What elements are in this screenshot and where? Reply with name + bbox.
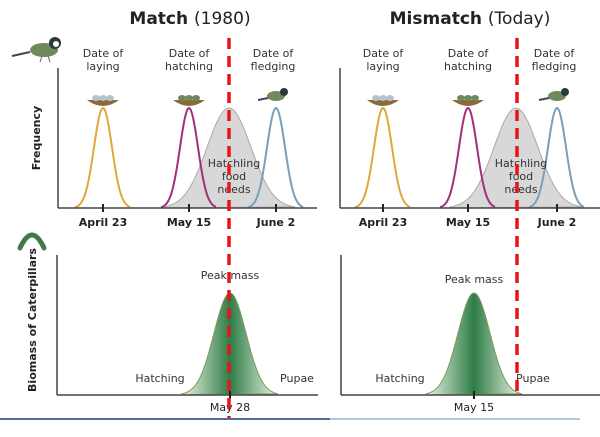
- label-laying-line: laying: [366, 60, 399, 73]
- laying-curve: [355, 106, 411, 208]
- nest-chicks-icon: [173, 100, 205, 106]
- label-hatching: Date of hatching: [165, 47, 213, 73]
- label-laying: Date of laying: [83, 47, 125, 73]
- tick-label: April 23: [359, 216, 408, 229]
- label-hatching-line: hatching: [444, 60, 492, 73]
- label-hatching: Hatching: [375, 372, 424, 385]
- label-hatching-line: Date of: [448, 47, 490, 60]
- nest-eggs-icon: [87, 100, 119, 106]
- fledging-curve: [248, 106, 304, 208]
- bird-tail: [538, 97, 550, 101]
- title-match-name: Match: [129, 9, 188, 29]
- bird-icon: [11, 37, 61, 63]
- tick-label: June 2: [537, 216, 577, 229]
- chick: [471, 95, 479, 101]
- label-laying-line: Date of: [83, 47, 125, 60]
- label-fledging-line: fledging: [251, 60, 296, 73]
- label-food-needs-line: food: [222, 170, 246, 183]
- bird-tail: [257, 97, 269, 101]
- egg: [372, 95, 380, 101]
- label-peak-mass: Peak mass: [445, 273, 504, 286]
- egg: [106, 95, 114, 101]
- label-food-needs: Hatchling food needs: [208, 157, 260, 196]
- bird-head: [280, 88, 288, 96]
- bird-head: [561, 88, 569, 96]
- fledging-curve: [529, 106, 585, 208]
- label-food-needs: Hatchling food needs: [495, 157, 547, 196]
- hatching-curve: [161, 106, 217, 208]
- title-match-year: (1980): [194, 9, 251, 29]
- label-pupae: Pupae: [516, 372, 550, 385]
- caterpillar-icon: [17, 232, 47, 251]
- hatching-curve: [440, 106, 496, 208]
- egg: [99, 95, 107, 101]
- title-mismatch: Mismatch (Today): [390, 9, 551, 29]
- tick-label: May 15: [454, 401, 494, 414]
- label-laying-line: laying: [86, 60, 119, 73]
- title-mismatch-name: Mismatch: [390, 9, 482, 29]
- label-hatching-line: hatching: [165, 60, 213, 73]
- frequency-axis-label: Frequency: [30, 106, 43, 170]
- label-pupae: Pupae: [280, 372, 314, 385]
- label-food-needs-line: Hatchling: [208, 157, 260, 170]
- label-food-needs-line: needs: [217, 183, 250, 196]
- label-fledging-line: fledging: [532, 60, 577, 73]
- tick-label: June 2: [256, 216, 296, 229]
- chick: [464, 95, 472, 101]
- chick: [192, 95, 200, 101]
- label-fledging-line: Date of: [253, 47, 295, 60]
- title-match: Match (1980): [129, 9, 250, 29]
- label-fledging: Date of fledging: [251, 47, 296, 73]
- tick-label: May 15: [446, 216, 490, 229]
- tick-label: April 23: [79, 216, 128, 229]
- label-hatching: Hatching: [135, 372, 184, 385]
- chick: [185, 95, 193, 101]
- egg: [386, 95, 394, 101]
- label-food-needs-line: Hatchling: [495, 157, 547, 170]
- chick: [178, 95, 186, 101]
- label-laying: Date of laying: [363, 47, 405, 73]
- label-fledging-line: Date of: [534, 47, 576, 60]
- label-food-needs-line: food: [509, 170, 533, 183]
- chick: [457, 95, 465, 101]
- egg: [92, 95, 100, 101]
- laying-curve: [75, 106, 131, 208]
- label-food-needs-line: needs: [504, 183, 537, 196]
- label-laying-line: Date of: [363, 47, 405, 60]
- biomass-axis-label: Biomass of Caterpillars: [26, 248, 39, 392]
- title-mismatch-year: (Today): [488, 9, 550, 29]
- label-hatching-line: Date of: [169, 47, 211, 60]
- caterpillar-biomass-curve: [425, 292, 523, 396]
- egg: [379, 95, 387, 101]
- tick-label: May 15: [167, 216, 211, 229]
- nest-chicks-icon: [452, 100, 484, 106]
- label-hatching: Date of hatching: [444, 47, 492, 73]
- nest-eggs-icon: [367, 100, 399, 106]
- label-fledging: Date of fledging: [532, 47, 577, 73]
